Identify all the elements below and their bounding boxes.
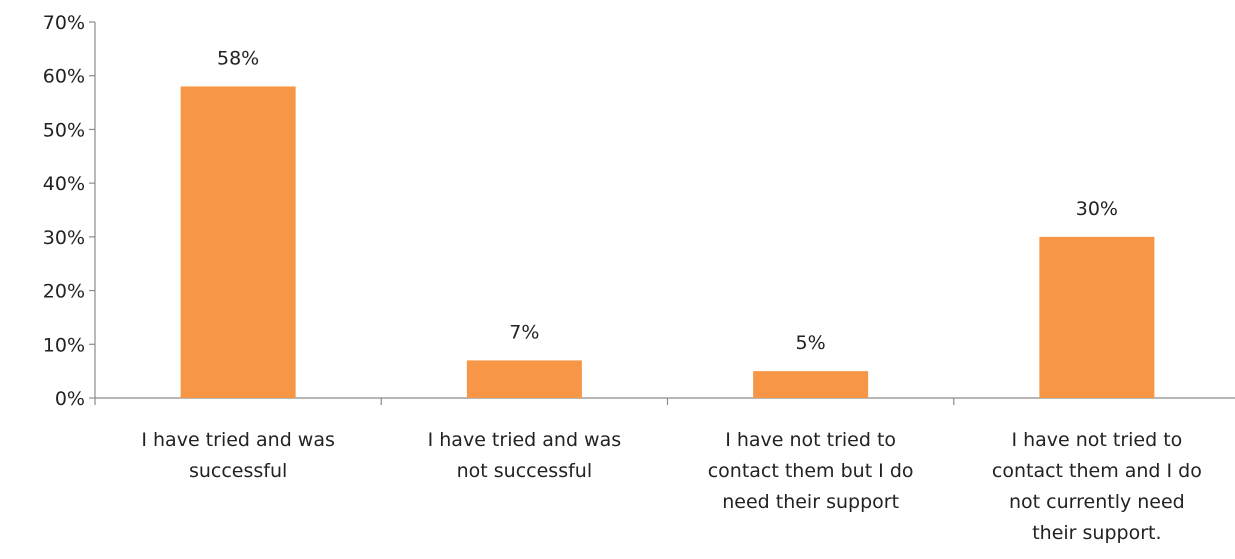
y-axis: 0% 10% 20% 30% 40% 50% 60% 70% bbox=[43, 12, 96, 410]
bar bbox=[1039, 236, 1155, 398]
bars bbox=[180, 86, 1155, 398]
x-tick-label-line: not currently need bbox=[1009, 491, 1185, 513]
y-tick-label: 70% bbox=[43, 12, 85, 34]
x-tick-label-line: I have tried and was bbox=[428, 429, 622, 451]
x-tick-label-line: I have tried and was bbox=[141, 429, 335, 451]
data-label: 30% bbox=[1076, 198, 1118, 220]
y-tick-label: 60% bbox=[43, 66, 85, 88]
data-label: 7% bbox=[509, 321, 539, 343]
y-tick-label: 10% bbox=[43, 334, 85, 356]
y-tick-label: 50% bbox=[43, 119, 85, 141]
x-tick-label: I have not tried to contact them but I do… bbox=[708, 429, 914, 513]
x-tick-label: I have tried and was not successful bbox=[428, 429, 622, 482]
x-tick-label-line: successful bbox=[189, 460, 287, 482]
x-tick-label-line: I have not tried to bbox=[725, 429, 896, 451]
x-tick-label: I have not tried to contact them and I do… bbox=[992, 429, 1202, 544]
y-tick-label: 0% bbox=[55, 388, 85, 410]
x-tick-label-line: contact them and I do bbox=[992, 460, 1202, 482]
data-label: 5% bbox=[796, 332, 826, 354]
data-labels: 58% 7% 5% 30% bbox=[217, 47, 1118, 354]
x-tick-label-line: I have not tried to bbox=[1011, 429, 1182, 451]
y-tick-label: 30% bbox=[43, 227, 85, 249]
x-tick-label-line: their support. bbox=[1032, 522, 1161, 544]
y-tick-label: 20% bbox=[43, 281, 85, 303]
x-tick-label-line: not successful bbox=[457, 460, 593, 482]
bar bbox=[466, 360, 582, 398]
x-axis bbox=[94, 397, 1235, 405]
x-tick-label-line: contact them but I do bbox=[708, 460, 914, 482]
bar bbox=[180, 86, 296, 398]
y-tick-label: 40% bbox=[43, 173, 85, 195]
x-tick-label: I have tried and was successful bbox=[141, 429, 335, 482]
x-tick-label-line: need their support bbox=[722, 491, 899, 513]
bar bbox=[753, 371, 869, 398]
data-label: 58% bbox=[217, 47, 259, 69]
